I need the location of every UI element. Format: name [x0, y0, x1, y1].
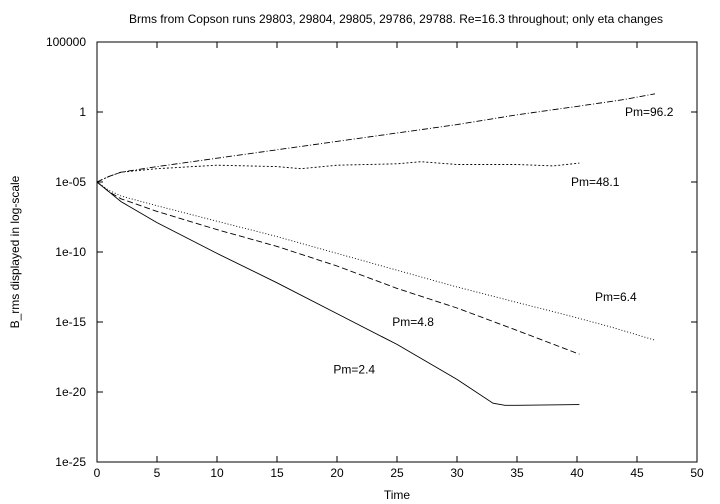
y-tick-label: 1e-05: [55, 175, 86, 189]
x-tick-label: 10: [210, 466, 224, 480]
y-tick-label: 100000: [46, 35, 86, 49]
y-tick-label: 1: [79, 105, 86, 119]
x-tick-label: 0: [94, 466, 101, 480]
axis-tick-labels: 0 5 10 15 20 25 30 35 40 45 50 100000 1 1e-05 1e-10 1e-…: [46, 35, 704, 480]
y-tick-label: 1e-15: [55, 315, 86, 329]
chart-title: Brms from Copson runs 29803, 29804, 2980…: [129, 12, 663, 26]
axis-ticks: [96, 41, 698, 463]
series-label: Pm=2.4: [333, 363, 375, 377]
x-tick-label: 45: [630, 466, 644, 480]
x-axis-label: Time: [384, 488, 411, 502]
series-line-pm-48-1: [96, 161, 580, 183]
x-tick-label: 30: [450, 466, 464, 480]
y-tick-label: 1e-25: [55, 455, 86, 469]
x-tick-label: 5: [154, 466, 161, 480]
y-tick-label: 1e-10: [55, 245, 86, 259]
series-line-pm-96-2: [96, 93, 656, 183]
series-label: Pm=4.8: [392, 315, 434, 329]
series-label: Pm=6.4: [595, 290, 637, 304]
x-tick-label: 15: [270, 466, 284, 480]
x-tick-label: 35: [510, 466, 524, 480]
x-tick-label: 20: [330, 466, 344, 480]
series-label: Pm=96.2: [625, 105, 674, 119]
series-line-pm-6-4: [96, 181, 656, 341]
y-tick-label: 1e-20: [55, 385, 86, 399]
series-line-pm-2-4: [96, 181, 580, 406]
series-labels: Pm=96.2 Pm=48.1 Pm=6.4 Pm=4.8 Pm=2.4: [333, 105, 673, 377]
x-tick-label: 40: [570, 466, 584, 480]
series-line-pm-4-8: [96, 181, 580, 355]
y-axis-label: B_rms displayed in log-scale: [8, 175, 22, 328]
x-tick-label: 50: [690, 466, 704, 480]
x-tick-label: 25: [390, 466, 404, 480]
plot-frame: [96, 41, 698, 463]
series-lines: [96, 93, 656, 406]
series-label: Pm=48.1: [571, 175, 620, 189]
